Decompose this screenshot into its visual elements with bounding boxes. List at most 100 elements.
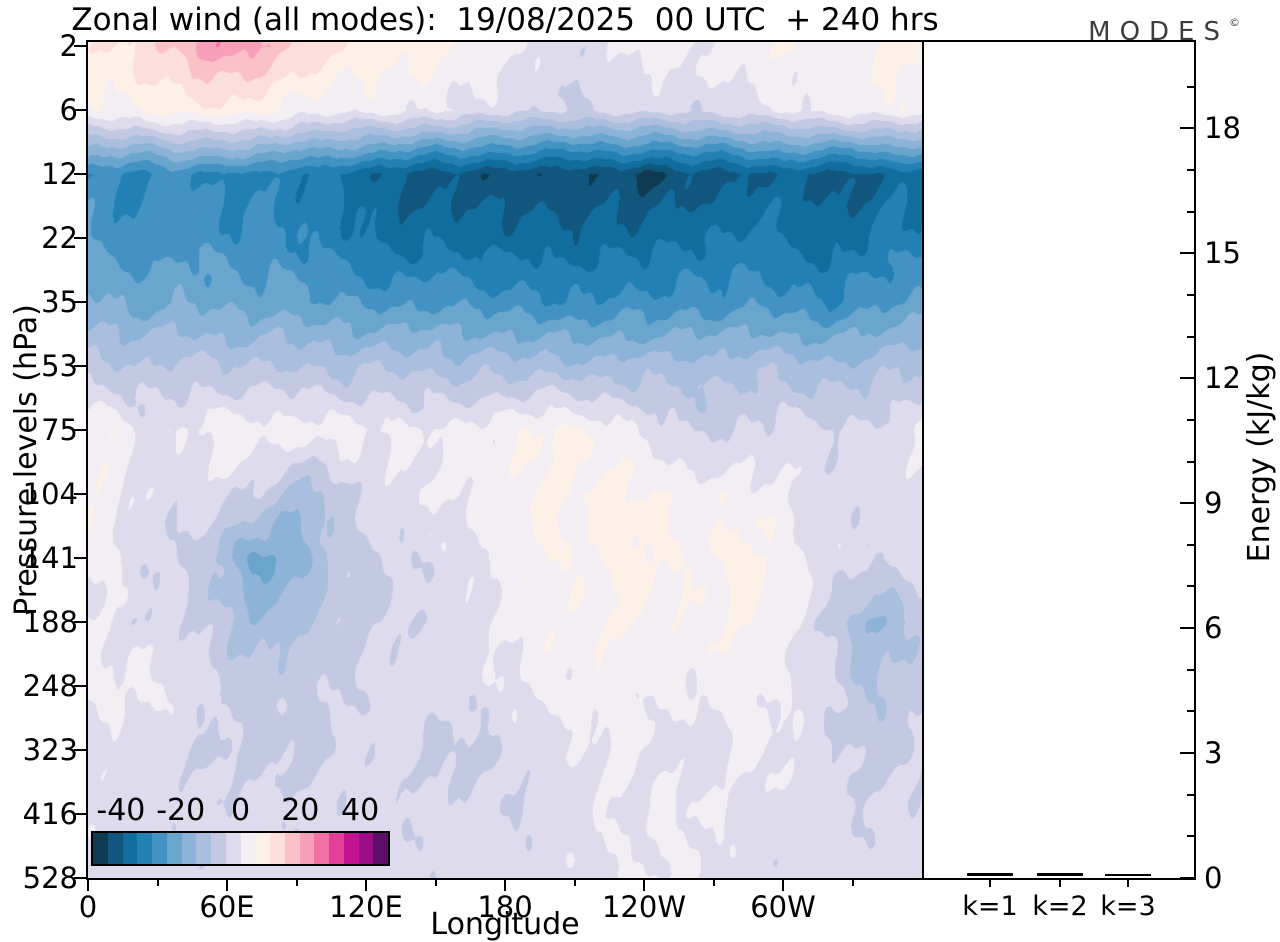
colorbar-tick-label: 40 bbox=[341, 793, 380, 828]
colorbar-segment bbox=[299, 833, 315, 864]
longitude-tick-label: 120E bbox=[329, 890, 403, 924]
energy-minor-tick bbox=[1187, 460, 1196, 463]
pressure-tick bbox=[74, 173, 88, 175]
longitude-tick-label: 60W bbox=[750, 890, 816, 924]
energy-tick-label: 3 bbox=[1204, 736, 1223, 771]
energy-minor-tick bbox=[1187, 793, 1196, 796]
pressure-tick-label: 2 bbox=[59, 29, 78, 63]
pressure-tick-label: 22 bbox=[41, 221, 78, 255]
longitude-tick bbox=[365, 878, 367, 891]
longitude-tick bbox=[782, 878, 784, 891]
pressure-tick bbox=[74, 749, 88, 751]
energy-tick-label: 6 bbox=[1204, 611, 1223, 646]
energy-axis-label: Energy (kJ/kg) bbox=[1242, 351, 1277, 563]
energy-tick-label: 18 bbox=[1204, 111, 1241, 146]
pressure-tick-label: 248 bbox=[22, 669, 78, 703]
pressure-tick bbox=[74, 365, 88, 367]
pressure-tick bbox=[74, 237, 88, 239]
colorbar-tick-label: -20 bbox=[156, 793, 206, 828]
longitude-minor-tick bbox=[295, 878, 298, 886]
energy-minor-tick bbox=[1187, 85, 1196, 88]
energy-minor-tick bbox=[1187, 835, 1196, 838]
pressure-tick-label: 35 bbox=[41, 285, 78, 319]
k-label: k=2 bbox=[1032, 891, 1088, 922]
longitude-tick bbox=[87, 878, 89, 891]
longitude-minor-tick bbox=[573, 878, 576, 886]
energy-tick bbox=[1180, 377, 1196, 380]
energy-tick bbox=[1180, 627, 1196, 630]
energy-minor-tick bbox=[1187, 335, 1196, 338]
longitude-tick-label: 120W bbox=[601, 890, 687, 924]
energy-tick-label: 9 bbox=[1204, 486, 1223, 521]
colorbar-segment bbox=[166, 833, 182, 864]
pressure-tick bbox=[74, 685, 88, 687]
main-plot-frame bbox=[86, 40, 924, 880]
energy-minor-tick bbox=[1187, 168, 1196, 171]
colorbar-segment bbox=[270, 833, 285, 864]
longitude-tick-label: 180 bbox=[477, 890, 533, 924]
energy-minor-tick bbox=[1187, 710, 1196, 713]
energy-bar bbox=[967, 873, 1013, 876]
plot-title: Zonal wind (all modes): 19/08/2025 00 UT… bbox=[71, 2, 939, 38]
pressure-tick bbox=[74, 877, 88, 879]
pressure-tick bbox=[74, 813, 88, 815]
longitude-minor-tick bbox=[156, 878, 159, 886]
contour-canvas bbox=[88, 42, 922, 878]
pressure-tick bbox=[74, 429, 88, 431]
pressure-tick-label: 75 bbox=[41, 413, 78, 447]
colorbar-segment bbox=[225, 833, 241, 864]
longitude-tick bbox=[504, 878, 506, 891]
pressure-tick bbox=[74, 109, 88, 111]
pressure-tick bbox=[74, 621, 88, 623]
pressure-axis-label: Pressure levels (hPa) bbox=[9, 304, 44, 616]
colorbar bbox=[91, 831, 390, 866]
energy-bar bbox=[1105, 874, 1151, 876]
colorbar-segment bbox=[284, 833, 300, 864]
longitude-tick-label: 60E bbox=[199, 890, 255, 924]
colorbar-segment bbox=[137, 833, 152, 864]
colorbar-segment bbox=[314, 833, 329, 864]
energy-tick bbox=[1180, 502, 1196, 505]
energy-tick bbox=[1180, 752, 1196, 755]
energy-minor-tick bbox=[1187, 668, 1196, 671]
colorbar-segment bbox=[152, 833, 167, 864]
k-tick bbox=[989, 878, 991, 887]
energy-bar bbox=[1037, 873, 1083, 876]
colorbar-segment bbox=[343, 833, 359, 864]
pressure-tick-label: 12 bbox=[41, 157, 78, 191]
pressure-tick-label: 104 bbox=[22, 477, 78, 511]
colorbar-segment bbox=[329, 833, 344, 864]
colorbar-tick-label: 20 bbox=[281, 793, 320, 828]
colorbar-segment bbox=[255, 833, 270, 864]
copyright-icon: © bbox=[1229, 16, 1240, 29]
energy-minor-tick bbox=[1187, 543, 1196, 546]
energy-tick-label: 12 bbox=[1204, 361, 1241, 396]
k-tick bbox=[1059, 878, 1061, 887]
colorbar-segment bbox=[211, 833, 226, 864]
pressure-tick-label: 188 bbox=[22, 605, 78, 639]
colorbar-segment bbox=[373, 833, 388, 864]
pressure-tick bbox=[74, 557, 88, 559]
k-label: k=3 bbox=[1100, 891, 1156, 922]
colorbar-segment bbox=[122, 833, 138, 864]
pressure-tick bbox=[74, 301, 88, 303]
colorbar-segment bbox=[107, 833, 123, 864]
colorbar-tick-label: -40 bbox=[96, 793, 146, 828]
longitude-tick-label: 0 bbox=[78, 890, 98, 924]
colorbar-segment bbox=[240, 833, 256, 864]
pressure-tick-label: 6 bbox=[59, 93, 78, 127]
energy-minor-tick bbox=[1187, 210, 1196, 213]
energy-tick-label: 0 bbox=[1204, 861, 1223, 895]
longitude-tick bbox=[643, 878, 645, 891]
pressure-tick-label: 528 bbox=[22, 861, 78, 895]
energy-minor-tick bbox=[1187, 418, 1196, 421]
colorbar-segment bbox=[196, 833, 211, 864]
k-tick bbox=[1127, 878, 1129, 887]
colorbar-segment bbox=[358, 833, 374, 864]
k-label: k=1 bbox=[962, 891, 1018, 922]
energy-panel bbox=[922, 40, 1196, 880]
energy-tick-label: 15 bbox=[1204, 236, 1241, 271]
colorbar-segment bbox=[181, 833, 197, 864]
longitude-minor-tick bbox=[712, 878, 715, 886]
energy-minor-tick bbox=[1187, 293, 1196, 296]
